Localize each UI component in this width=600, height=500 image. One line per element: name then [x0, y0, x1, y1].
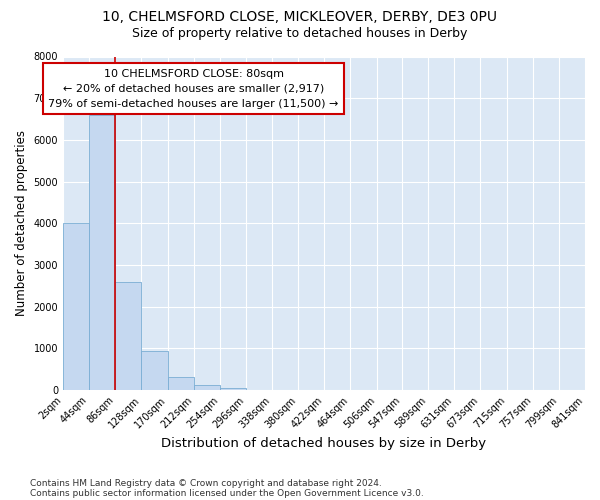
Bar: [220, 388, 246, 390]
Y-axis label: Number of detached properties: Number of detached properties: [15, 130, 28, 316]
Bar: [115, 282, 142, 390]
Text: 10, CHELMSFORD CLOSE, MICKLEOVER, DERBY, DE3 0PU: 10, CHELMSFORD CLOSE, MICKLEOVER, DERBY,…: [103, 10, 497, 24]
Text: 10 CHELMSFORD CLOSE: 80sqm
← 20% of detached houses are smaller (2,917)
79% of s: 10 CHELMSFORD CLOSE: 80sqm ← 20% of deta…: [49, 69, 339, 108]
Text: Contains HM Land Registry data © Crown copyright and database right 2024.: Contains HM Land Registry data © Crown c…: [30, 478, 382, 488]
Bar: [89, 115, 115, 390]
Bar: [63, 224, 89, 390]
Bar: [167, 377, 194, 390]
X-axis label: Distribution of detached houses by size in Derby: Distribution of detached houses by size …: [161, 437, 487, 450]
Bar: [142, 350, 167, 390]
Text: Size of property relative to detached houses in Derby: Size of property relative to detached ho…: [133, 28, 467, 40]
Text: Contains public sector information licensed under the Open Government Licence v3: Contains public sector information licen…: [30, 488, 424, 498]
Bar: [194, 385, 220, 390]
